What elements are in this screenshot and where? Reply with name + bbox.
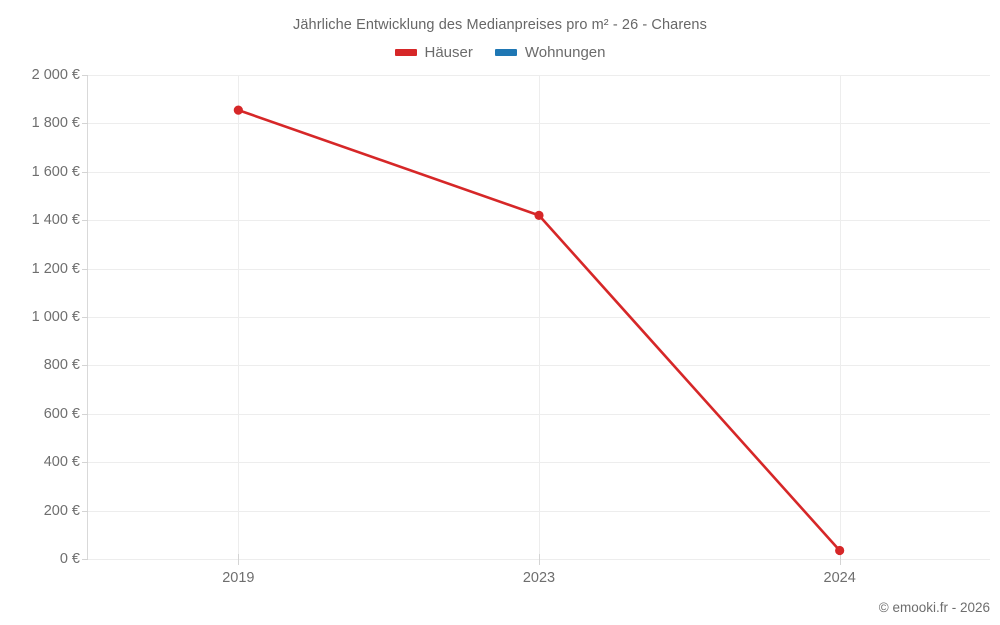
y-tick-label: 600 €: [43, 405, 80, 422]
y-tick-label: 1 400 €: [31, 212, 80, 229]
x-tick-label: 2019: [222, 570, 255, 586]
chart-legend: Häuser Wohnungen: [0, 44, 1000, 61]
data-point-marker[interactable]: [534, 210, 544, 220]
y-tick-mark: [82, 75, 88, 76]
y-tick-label: 1 800 €: [31, 115, 80, 132]
y-tick-mark: [82, 559, 88, 560]
y-tick-mark: [82, 220, 88, 222]
y-tick-mark: [82, 317, 88, 318]
gridline-vertical: [539, 75, 540, 559]
y-axis-tick-labels: 0 € 200 € 400 € 600 € 800 € 1 000 € 1 200 € 1 4…: [0, 0, 88, 625]
x-tick-mark: [839, 554, 841, 565]
y-tick-mark: [82, 171, 88, 173]
y-tick-label: 200 €: [43, 502, 80, 519]
y-tick-label: 1 000 €: [31, 309, 80, 325]
data-point-marker[interactable]: [835, 545, 845, 556]
gridline-vertical: [238, 75, 240, 559]
y-tick-mark: [82, 462, 88, 464]
y-tick-label: 800 €: [43, 357, 80, 374]
y-tick-label: 400 €: [43, 454, 80, 471]
x-tick-mark: [539, 554, 540, 565]
y-tick-label: 2 000 €: [31, 67, 80, 83]
x-tick-label: 2023: [522, 570, 556, 586]
legend-swatch-wohnungen: [494, 49, 517, 56]
footer-credit: © emooki.fr - 2026: [878, 600, 990, 615]
y-tick-mark: [82, 510, 88, 512]
data-point-marker[interactable]: [233, 105, 243, 115]
gridline-vertical: [839, 75, 841, 559]
legend-item-haeuser[interactable]: Häuser: [394, 44, 473, 61]
legend-label-wohnungen: Wohnungen: [524, 44, 606, 61]
y-tick-label: 0 €: [59, 551, 80, 567]
legend-label-haeuser: Häuser: [424, 44, 473, 61]
chart-title: Jährliche Entwicklung des Medianpreises …: [293, 17, 707, 33]
y-tick-mark: [82, 365, 88, 367]
series-line-häuser: [237, 108, 841, 552]
legend-item-wohnungen[interactable]: Wohnungen: [494, 44, 606, 61]
legend-swatch-haeuser: [394, 49, 417, 56]
y-tick-label: 1 600 €: [31, 163, 80, 180]
y-tick-label: 1 200 €: [31, 260, 80, 277]
y-tick-mark: [82, 413, 88, 415]
x-tick-mark: [238, 554, 240, 565]
y-tick-mark: [82, 268, 88, 270]
y-tick-mark: [82, 123, 88, 125]
x-tick-label: 2024: [823, 570, 856, 586]
